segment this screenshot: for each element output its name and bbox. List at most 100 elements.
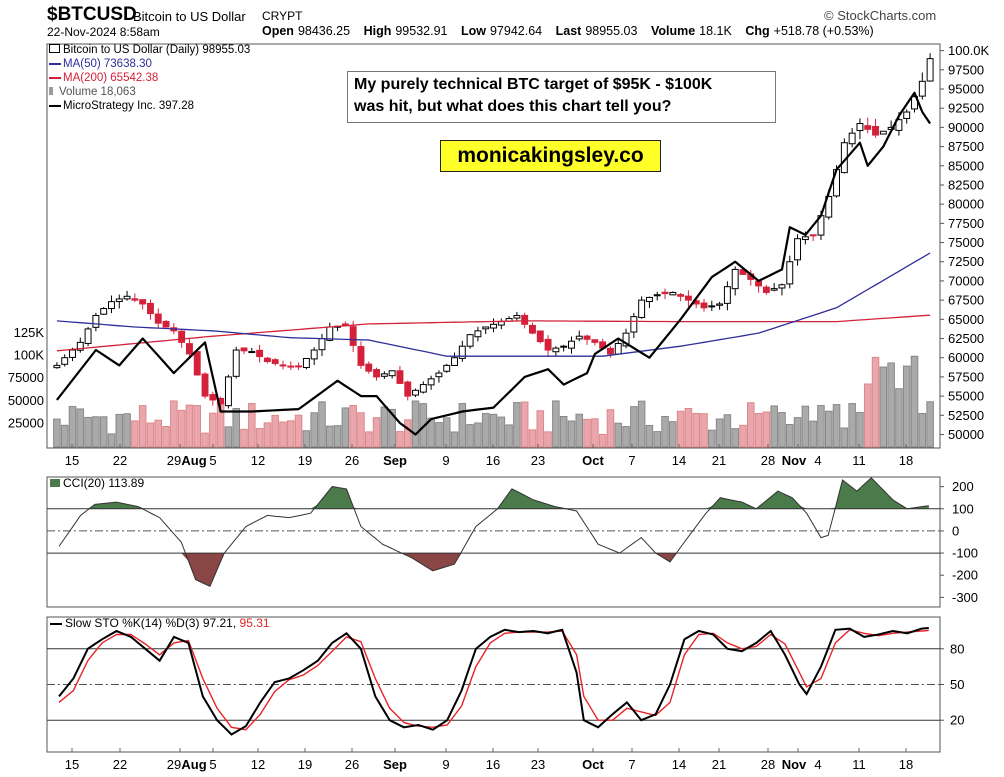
- volume-bar: [458, 403, 467, 448]
- price-candle: [677, 294, 685, 297]
- price-candle: [92, 314, 100, 328]
- price-candle: [529, 324, 536, 334]
- price-candle: [521, 314, 529, 325]
- stoch-xaxis-label: 28: [761, 757, 775, 772]
- cci-overbought-fill: [87, 477, 929, 509]
- price-tick-label: 60000: [948, 350, 984, 365]
- ma200-line: [56, 314, 931, 352]
- price-candle: [786, 261, 794, 285]
- legend-volume: Volume 18,063: [49, 85, 250, 99]
- stoch-xaxis-label: 16: [486, 757, 500, 772]
- volume-tick-label: 75000: [8, 370, 44, 385]
- price-candle: [451, 357, 458, 366]
- price-candle: [762, 286, 770, 293]
- price-candle: [240, 347, 248, 352]
- price-tick-label: 50000: [948, 427, 984, 442]
- price-candle: [684, 295, 692, 301]
- price-tick-label: 90000: [948, 120, 984, 135]
- volume-bar: [489, 413, 498, 448]
- volume-bar: [606, 409, 615, 448]
- volume-tick-label: 100K: [14, 348, 45, 363]
- last-label: Last: [555, 24, 582, 38]
- price-candle: [903, 111, 911, 119]
- volume-bar: [824, 410, 833, 448]
- volume-bar: [442, 417, 451, 448]
- volume-bar: [895, 388, 903, 448]
- stoch-d-value: 95.31: [239, 616, 270, 630]
- volume-bar: [364, 431, 373, 448]
- stoch-xaxis-label: 14: [672, 757, 686, 772]
- volume-bar: [302, 430, 311, 448]
- price-candle: [53, 364, 61, 369]
- volume-bar: [840, 427, 849, 448]
- price-candle: [108, 301, 115, 310]
- open-value: 98436.25: [297, 24, 351, 38]
- price-candle: [69, 349, 76, 358]
- volume-bar: [902, 365, 911, 448]
- price-xaxis-label: 9: [442, 453, 449, 468]
- price-candle: [497, 321, 505, 326]
- price-tick-label: 65000: [948, 312, 984, 327]
- price-xaxis-label: 4: [814, 453, 821, 468]
- volume-bar: [559, 415, 568, 448]
- volume-bar: [357, 412, 365, 448]
- volume-bar: [505, 424, 513, 448]
- volume-bar: [801, 405, 810, 448]
- cci-tick-label: -100: [952, 546, 978, 561]
- annotation-callout: My purely technical BTC target of $95K -…: [347, 71, 776, 123]
- stoch-tick-label: 50: [950, 677, 964, 692]
- volume-bar: [598, 433, 607, 448]
- volume-bar: [739, 424, 747, 448]
- volume-bar: [497, 416, 506, 448]
- price-candle: [708, 305, 716, 308]
- volume-bar: [310, 412, 318, 448]
- price-xaxis-label: Sep: [383, 453, 407, 468]
- volume-bar: [536, 410, 545, 448]
- price-candle: [248, 351, 256, 354]
- source-credit: © StockCharts.com: [824, 8, 937, 23]
- symbol-description: Bitcoin to US Dollar: [133, 9, 246, 24]
- price-xaxis-label: 14: [672, 453, 686, 468]
- price-candle: [256, 349, 264, 358]
- volume-bar: [201, 432, 209, 448]
- price-candle: [770, 288, 778, 291]
- volume-bar: [107, 433, 116, 448]
- price-candle: [918, 80, 926, 97]
- price-xaxis-label: Aug: [181, 453, 206, 468]
- price-candle: [224, 376, 232, 407]
- price-xaxis-label: 11: [852, 453, 866, 468]
- volume-bar: [583, 418, 591, 448]
- price-candle: [279, 364, 287, 367]
- volume-value: 18.1K: [699, 24, 732, 38]
- cci-tick-label: 200: [952, 479, 974, 494]
- cci-tick-label: 100: [952, 501, 974, 516]
- volume-bar: [450, 431, 459, 448]
- volume-bar: [193, 405, 202, 448]
- cci-oversold-fill: [181, 553, 678, 587]
- volume-bar: [552, 400, 560, 448]
- price-xaxis-label: 23: [531, 453, 545, 468]
- price-xaxis-label: 22: [113, 453, 127, 468]
- price-candle: [669, 291, 677, 296]
- price-candle: [513, 314, 521, 319]
- stoch-xaxis-label: 29: [167, 757, 181, 772]
- price-candle: [357, 346, 365, 366]
- price-tick-label: 82500: [948, 177, 984, 192]
- volume-label: Volume: [650, 24, 696, 38]
- volume-tick-label: 125K: [14, 325, 45, 340]
- price-candle: [653, 294, 661, 297]
- volume-bar: [146, 422, 155, 448]
- volume-bar: [60, 424, 69, 448]
- volume-bar: [131, 420, 139, 448]
- price-candle: [443, 364, 451, 372]
- stoch-xaxis-label: Nov: [782, 757, 807, 772]
- volume-bar: [185, 404, 194, 448]
- volume-bar: [871, 356, 880, 448]
- price-tick-label: 92500: [948, 101, 984, 116]
- stoch-title: Slow STO %K(14) %D(3) 97.21, 95.31: [50, 616, 270, 630]
- volume-bar: [692, 412, 700, 448]
- price-candle: [404, 381, 412, 397]
- symbol-title: $BTCUSD: [47, 4, 137, 25]
- price-xaxis-label: 28: [761, 453, 775, 468]
- volume-swatch-icon: [49, 87, 53, 95]
